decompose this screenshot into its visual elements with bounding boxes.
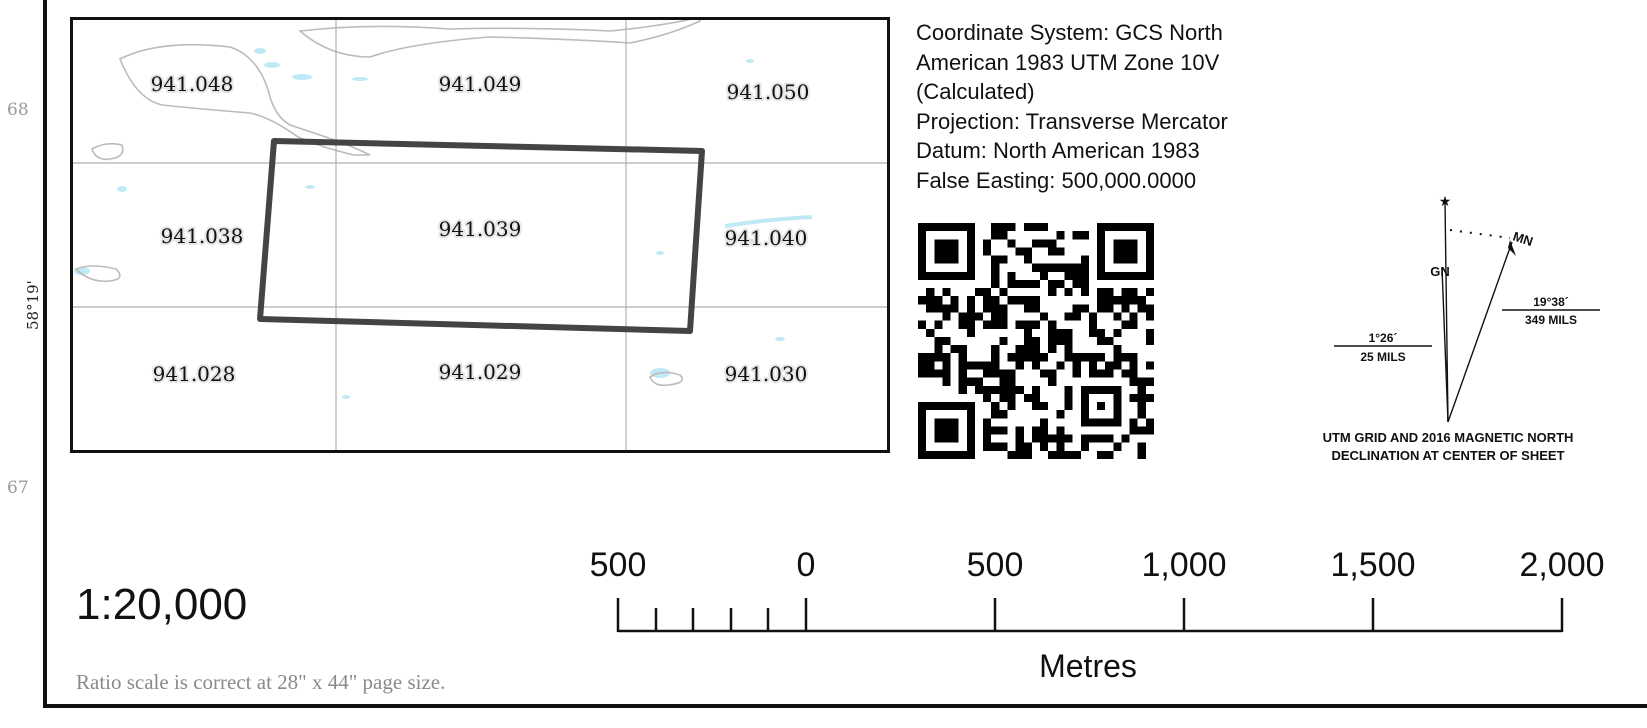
sheet-label-941-050: 941.050	[727, 80, 810, 104]
grid-mils-label: 25 MILS	[1360, 350, 1405, 364]
sheet-label-941-029: 941.029	[439, 360, 522, 384]
index-map-border	[70, 17, 890, 453]
scale-ratio: 1:20,000	[76, 580, 248, 629]
coord-line: Coordinate System: GCS North	[916, 20, 1223, 45]
latitude-label: 58°19'	[24, 280, 42, 330]
coord-line: (Calculated)	[916, 79, 1035, 104]
magnetic-arrow-icon	[1508, 240, 1516, 256]
declination-diagram: ★ GN MN 1°26´ 25 MILS 19°38´ 349 MILS UT…	[1323, 194, 1600, 463]
sheet-label-941-028: 941.028	[153, 362, 236, 386]
grid-angle-label: 1°26´	[1369, 331, 1398, 345]
index-map: 941.048 941.049 941.050 941.038 941.039 …	[70, 17, 890, 453]
sheet-grid	[70, 17, 890, 453]
coord-line: Datum: North American 1983	[916, 138, 1200, 163]
edge-label-north: 68	[7, 100, 29, 120]
scale-tick-label: 0	[797, 546, 816, 584]
declination-lines	[1334, 201, 1600, 423]
sheet-label-941-048: 941.048	[151, 72, 234, 96]
magnetic-north-label: MN	[1511, 229, 1535, 250]
declination-caption-line1: UTM GRID AND 2016 MAGNETIC NORTH	[1323, 430, 1574, 445]
coordinate-system-info: Coordinate System: GCS North American 19…	[916, 18, 1276, 195]
sheet-label-941-039: 941.039	[439, 217, 522, 241]
sheet-label-941-030: 941.030	[725, 362, 808, 386]
sheet-label-941-040: 941.040	[725, 226, 808, 250]
scale-tick-label: 1,000	[1141, 546, 1226, 584]
magnetic-mils-label: 349 MILS	[1525, 313, 1577, 327]
edge-label-south: 67	[7, 478, 29, 498]
coastlines	[74, 17, 701, 387]
map-frame-border	[43, 0, 1647, 708]
scale-unit-label: Metres	[1039, 648, 1137, 684]
coord-line: Projection: Transverse Mercator	[916, 108, 1228, 134]
qr-code-icon[interactable]	[918, 223, 1154, 459]
scale-tick-label: 2,000	[1519, 546, 1604, 584]
scale-bar-lines	[616, 598, 1564, 633]
star-icon: ★	[1439, 194, 1452, 210]
magnetic-angle-label: 19°38´	[1533, 295, 1569, 309]
grid-north-label: GN	[1430, 264, 1450, 279]
sheet-label-941-049: 941.049	[439, 72, 522, 96]
declination-caption-line2: DECLINATION AT CENTER OF SHEET	[1331, 448, 1564, 463]
scale-note: Ratio scale is correct at 28" x 44" page…	[76, 670, 446, 694]
coord-line: False Easting: 500,000.0000	[916, 167, 1197, 193]
scale-bar: 500 0 500 1,000 1,500 2,000 Metres	[590, 546, 1605, 684]
sheet-label-941-038: 941.038	[161, 224, 244, 248]
current-sheet-highlight	[257, 138, 705, 334]
scale-tick-label: 500	[590, 546, 647, 584]
scale-tick-label: 1,500	[1330, 546, 1415, 584]
coord-line: American 1983 UTM Zone 10V	[916, 49, 1220, 75]
scale-tick-label: 500	[967, 546, 1024, 584]
